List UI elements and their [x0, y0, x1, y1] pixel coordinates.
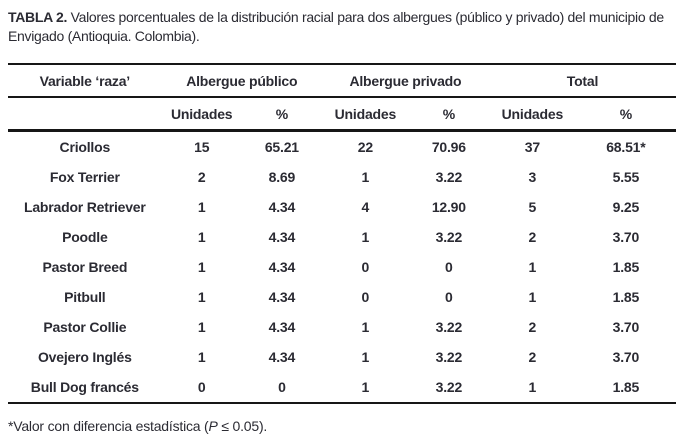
table-row: Poodle 1 4.34 1 3.22 2 3.70	[8, 222, 676, 252]
subheader-total-percent: %	[575, 97, 676, 132]
subheader-total-unidades: Unidades	[488, 97, 576, 132]
cell-total-unidades: 3	[528, 169, 537, 185]
cell-total-unidades: 37	[524, 139, 540, 155]
cell-total-percent: 3.70	[612, 229, 640, 245]
data-table: Variable ‘raza’ Albergue público Albergu…	[8, 63, 676, 404]
cell-privado-percent: 12.90	[431, 199, 466, 215]
subheader-privado-unidades: Unidades	[321, 97, 409, 132]
cell-total-unidades: 1	[528, 379, 537, 395]
table-row: Ovejero Inglés 1 4.34 1 3.22 2 3.70	[8, 342, 676, 372]
cell-publico-percent: 0	[278, 379, 286, 395]
table-caption: TABLA 2. Valores porcentuales de la dist…	[8, 8, 676, 46]
cell-publico-unidades: 15	[194, 139, 210, 155]
cell-publico-unidades: 2	[197, 169, 206, 185]
footnote: *Valor con diferencia estadística (P ≤ 0…	[8, 417, 676, 435]
col-header-total: Total	[488, 64, 676, 98]
subheader-privado-percent: %	[408, 97, 489, 132]
header-group-row: Variable ‘raza’ Albergue público Albergu…	[8, 64, 676, 98]
footnote-suffix: ≤ 0.05).	[217, 418, 268, 434]
row-label-raza: Labrador Retriever	[23, 199, 146, 215]
col-header-albergue-publico: Albergue público	[161, 64, 322, 98]
cell-publico-percent: 4.34	[268, 319, 296, 335]
cell-publico-percent: 4.34	[268, 229, 296, 245]
col-header-albergue-privado: Albergue privado	[321, 64, 489, 98]
cell-privado-unidades: 4	[361, 199, 370, 215]
row-label-raza: Fox Terrier	[49, 169, 120, 185]
table-row: Bull Dog francés 0 0 1 3.22 1 1.85	[8, 372, 676, 403]
table-row: Criollos 15 65.21 22 70.96 37 68.51*	[8, 131, 676, 163]
cell-privado-percent: 3.22	[435, 349, 463, 365]
cell-total-unidades: 2	[528, 319, 537, 335]
cell-privado-unidades: 1	[361, 349, 370, 365]
cell-publico-unidades: 1	[197, 319, 206, 335]
table-row: Fox Terrier 2 8.69 1 3.22 3 5.55	[8, 162, 676, 192]
cell-privado-unidades: 1	[361, 379, 370, 395]
cell-privado-percent: 0	[445, 259, 453, 275]
cell-publico-percent: 4.34	[268, 289, 296, 305]
subheader-publico-unidades: Unidades	[161, 97, 242, 132]
table-row: Pitbull 1 4.34 0 0 1 1.85	[8, 282, 676, 312]
cell-privado-unidades: 0	[361, 289, 370, 305]
cell-publico-unidades: 1	[197, 229, 206, 245]
cell-privado-unidades: 1	[361, 229, 370, 245]
cell-publico-unidades: 1	[197, 289, 206, 305]
subheader-row: Unidades % Unidades % Unidades %	[8, 97, 676, 132]
cell-total-percent: 1.85	[612, 259, 640, 275]
cell-total-unidades: 1	[528, 289, 537, 305]
col-header-variable-raza: Variable ‘raza’	[8, 64, 162, 98]
table-caption-text: Valores porcentuales de la distribución …	[8, 9, 664, 44]
cell-total-unidades: 2	[528, 229, 537, 245]
cell-privado-percent: 3.22	[435, 169, 463, 185]
cell-total-percent: 9.25	[612, 199, 640, 215]
cell-privado-percent: 3.22	[435, 229, 463, 245]
cell-privado-unidades: 0	[361, 259, 370, 275]
row-label-raza: Ovejero Inglés	[37, 349, 132, 365]
cell-total-unidades: 5	[528, 199, 537, 215]
subheader-publico-percent: %	[241, 97, 322, 132]
table-row: Pastor Breed 1 4.34 0 0 1 1.85	[8, 252, 676, 282]
table-caption-label: TABLA 2.	[8, 9, 68, 25]
row-label-raza: Poodle	[62, 229, 108, 245]
cell-privado-unidades: 1	[361, 319, 370, 335]
cell-publico-percent: 65.21	[264, 139, 299, 155]
cell-total-unidades: 2	[528, 349, 537, 365]
cell-total-percent: 1.85	[612, 379, 640, 395]
cell-publico-unidades: 1	[197, 199, 206, 215]
row-label-raza: Pitbull	[64, 289, 106, 305]
cell-publico-unidades: 1	[197, 349, 206, 365]
cell-privado-unidades: 22	[357, 139, 373, 155]
cell-privado-percent: 70.96	[431, 139, 466, 155]
row-label-raza: Pastor Breed	[42, 259, 128, 275]
cell-publico-unidades: 1	[197, 259, 206, 275]
cell-total-percent: 5.55	[612, 169, 640, 185]
cell-total-unidades: 1	[528, 259, 537, 275]
table-body: Criollos 15 65.21 22 70.96 37 68.51* Fox…	[8, 131, 676, 404]
footnote-p-italic: P	[208, 418, 218, 434]
table-header: Variable ‘raza’ Albergue público Albergu…	[8, 64, 676, 132]
cell-publico-percent: 4.34	[268, 199, 296, 215]
cell-privado-percent: 3.22	[435, 319, 463, 335]
subheader-empty	[8, 97, 162, 132]
cell-total-percent: 3.70	[612, 349, 640, 365]
row-label-raza: Criollos	[59, 139, 111, 155]
cell-privado-percent: 0	[445, 289, 453, 305]
cell-privado-percent: 3.22	[435, 379, 463, 395]
cell-total-percent: 1.85	[612, 289, 640, 305]
cell-publico-unidades: 0	[197, 379, 206, 395]
cell-publico-percent: 4.34	[268, 349, 296, 365]
cell-publico-percent: 4.34	[268, 259, 296, 275]
cell-total-percent: 68.51*	[606, 139, 646, 155]
footnote-prefix: *Valor con diferencia estadística (	[8, 418, 209, 434]
cell-publico-percent: 8.69	[268, 169, 296, 185]
cell-total-percent: 3.70	[612, 319, 640, 335]
cell-privado-unidades: 1	[361, 169, 370, 185]
table-row: Pastor Collie 1 4.34 1 3.22 2 3.70	[8, 312, 676, 342]
row-label-raza: Bull Dog francés	[30, 379, 139, 395]
row-label-raza: Pastor Collie	[43, 319, 127, 335]
table-row: Labrador Retriever 1 4.34 4 12.90 5 9.25	[8, 192, 676, 222]
